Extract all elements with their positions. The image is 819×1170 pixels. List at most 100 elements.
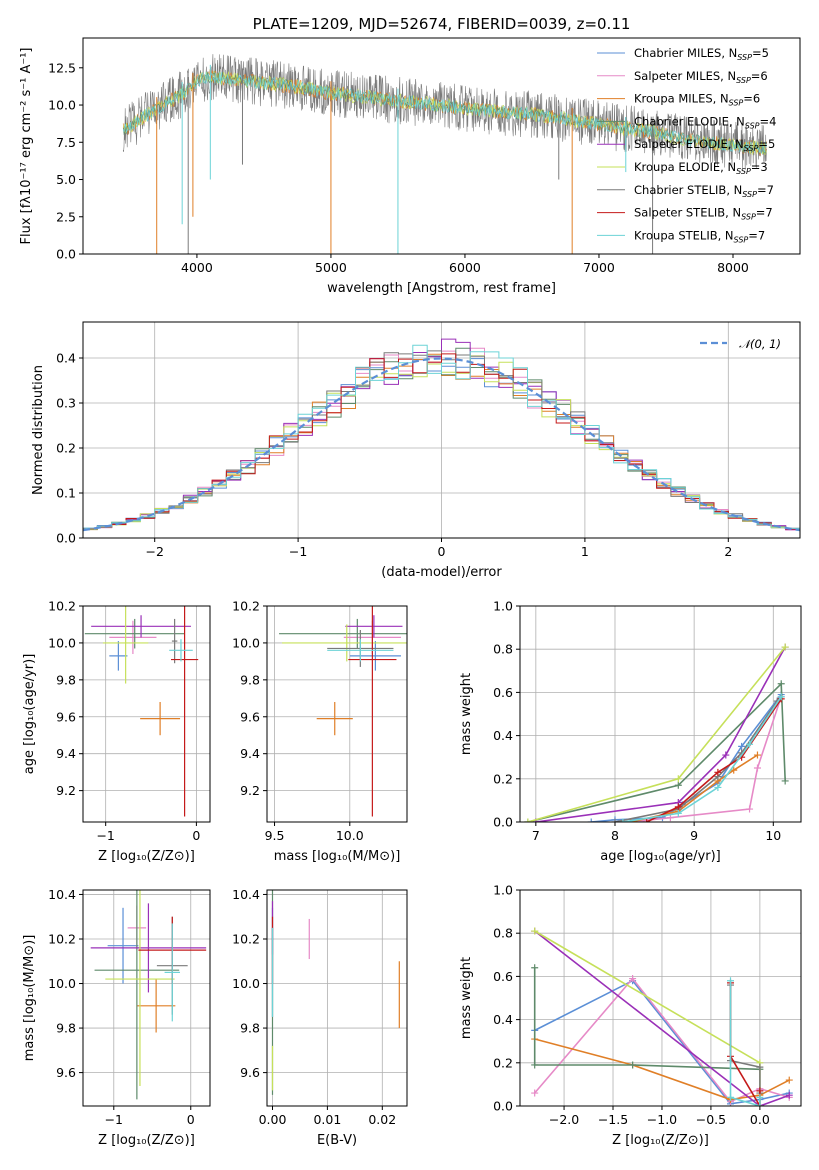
legend: Chabrier MILES, NSSP=5 Salpeter MILES, NS…: [597, 46, 776, 244]
panel-age_vs_z: −1 0 9.2 9.4 9.6 9.8 10.0 10.2 Z [log₁₀(Z/Z⊙)] ag…: [22, 599, 211, 864]
x-tick-label: −2.0: [549, 1112, 579, 1127]
legend-label-chabrier_stelib: Chabrier STELIB, NSSP=7: [634, 183, 774, 199]
legend-label-chabrier_elodie: Chabrier ELODIE, NSSP=4: [634, 114, 776, 130]
legend-label-text: Salpeter ELODIE, N: [634, 137, 744, 151]
legend-label-tail: =6: [751, 69, 768, 83]
x-axis-label: Z [log₁₀(Z/Z⊙)]: [98, 849, 195, 864]
legend-label-kroupa_miles: Kroupa MILES, NSSP=6: [634, 92, 760, 108]
y-tick-label: 10.2: [232, 599, 260, 614]
x-tick-label: 6000: [449, 260, 481, 275]
y-tick-label: 10.0: [232, 635, 260, 650]
legend-label-sub: SSP: [729, 99, 744, 108]
x-axis-label: wavelength [Angstrom, rest frame]: [327, 281, 556, 296]
weight-marker-chabrier_stelib: [611, 818, 619, 822]
legend-label-text: Salpeter STELIB, N: [634, 206, 741, 220]
legend-label-text: Kroupa STELIB, N: [634, 228, 734, 242]
y-tick-label: 9.8: [240, 1021, 260, 1036]
legend-label-tail: =5: [752, 46, 769, 60]
axes-frame: [519, 605, 802, 823]
legend-label-sub: SSP: [736, 76, 751, 85]
y-tick-label: 10.0: [232, 976, 260, 991]
x-tick-label: 4000: [181, 260, 213, 275]
x-tick-label: 0.0: [750, 1112, 770, 1127]
weight-marker-chabrier_elodie: [531, 964, 539, 972]
panel-weight_vs_z: −2.0 −1.5 −1.0 −0.5 0.0 0.0 0.2 0.4 0.6 0.8 1.0 Z […: [459, 883, 802, 1148]
y-axis-label: mass weight: [459, 673, 474, 755]
y-tick-label: 0.2: [493, 771, 513, 786]
y-tick-label: 0.2: [493, 1055, 513, 1070]
weight-marker-kroupa_stelib: [746, 740, 754, 748]
x-axis-label: age [log₁₀(age/yr)]: [600, 849, 721, 864]
y-tick-label: 0.6: [493, 969, 513, 984]
axes-frame: [82, 605, 211, 823]
y-tick-label: 1.0: [493, 883, 513, 898]
weight-marker-kroupa_stelib: [756, 1093, 764, 1101]
legend-label-tail: =4: [760, 114, 777, 128]
y-tick-label: 9.2: [56, 783, 76, 798]
legend-label-text: Kroupa ELODIE, N: [634, 160, 736, 174]
weight-marker-kroupa_stelib: [777, 693, 785, 701]
weight-marker-salpeter_miles: [629, 975, 637, 983]
weight-marker-salpeter_elodie: [785, 1091, 793, 1099]
weight-marker-salpeter_miles: [531, 1089, 539, 1097]
x-tick-label: 8: [611, 828, 619, 843]
y-tick-label: 0.4: [56, 351, 76, 366]
weight-marker-kroupa_stelib: [727, 977, 735, 985]
panel-weight_vs_age: 7 8 9 10 0.0 0.2 0.4 0.6 0.8 1.0 age [log₁₀(age/yr…: [459, 599, 802, 864]
weight-marker-chabrier_elodie: [777, 680, 785, 688]
plot-area-age_vs_mass: [267, 606, 407, 822]
weight-line-salpeter_elodie: [534, 930, 790, 1106]
axes-frame: [82, 889, 211, 1107]
x-tick-label: 7: [532, 828, 540, 843]
legend-label-salpeter_elodie: Salpeter ELODIE, NSSP=5: [634, 137, 775, 153]
weight-marker-kroupa_stelib: [727, 1093, 735, 1101]
y-axis-label: age [log₁₀(age/yr)]: [22, 654, 37, 775]
weight-marker-salpeter_miles: [746, 805, 754, 813]
legend-label-chabrier_miles: Chabrier MILES, NSSP=5: [634, 46, 769, 62]
weight-line-kroupa_stelib: [622, 696, 782, 822]
y-tick-label: 10.4: [232, 887, 260, 902]
weight-marker-chabrier_miles: [738, 742, 746, 750]
y-tick-label: 9.2: [240, 783, 260, 798]
weight-marker-chabrier_elodie: [531, 1061, 539, 1069]
legend-label-sub: SSP: [741, 213, 756, 222]
weight-marker-kroupa_elodie: [531, 927, 539, 935]
weight-line-chabrier_stelib: [614, 700, 778, 822]
y-tick-label: 10.2: [48, 931, 76, 946]
x-tick-label: 0.01: [313, 1112, 341, 1127]
y-axis-label: mass weight: [459, 957, 474, 1039]
y-axis-label: mass [log₁₀(M/M⊙)]: [22, 935, 37, 1062]
legend-label-sub: SSP: [744, 144, 759, 153]
weight-marker-salpeter_stelib: [756, 1087, 764, 1095]
y-tick-label: 9.6: [240, 709, 260, 724]
panel-spectrum: 4000 5000 6000 7000 8000 0.0 2.5 5.0 7.5 10.0 12.5…: [19, 15, 801, 296]
y-tick-label: 10.0: [48, 98, 76, 113]
y-axis-label: Normed distribution: [31, 365, 46, 495]
legend-label-text: Kroupa MILES, N: [634, 92, 729, 106]
weight-marker-kroupa_elodie: [674, 775, 682, 783]
weight-marker-kroupa_elodie: [524, 818, 532, 822]
weight-marker-chabrier_elodie: [674, 781, 682, 789]
x-tick-label: 0.02: [368, 1112, 396, 1127]
legend-label-kroupa_stelib: Kroupa STELIB, NSSP=7: [634, 228, 765, 244]
y-tick-label: 9.6: [56, 1065, 76, 1080]
x-axis-label: mass [log₁₀(M/M⊙)]: [274, 849, 401, 864]
legend-label-sub: SSP: [734, 235, 749, 244]
weight-line-kroupa_stelib: [729, 980, 761, 1106]
y-tick-label: 9.8: [56, 672, 76, 687]
y-tick-label: 0.4: [493, 728, 513, 743]
legend-label-text: Chabrier STELIB, N: [634, 183, 742, 197]
weight-marker-chabrier_elodie: [781, 777, 789, 785]
x-tick-label: 0: [187, 1112, 195, 1127]
x-tick-label: 10.0: [336, 828, 364, 843]
y-tick-label: 1.0: [493, 599, 513, 614]
y-axis-label: Flux [fλ10⁻¹⁷ erg cm⁻² s⁻¹ A⁻¹]: [19, 48, 34, 245]
y-tick-label: 10.2: [48, 599, 76, 614]
legend-label-sub: SSP: [737, 53, 752, 62]
x-tick-label: 8000: [717, 260, 749, 275]
legend-label-salpeter_miles: Salpeter MILES, NSSP=6: [634, 69, 768, 85]
y-tick-label: 0.3: [56, 396, 76, 411]
spectrum-line-kroupa_stelib: [122, 71, 767, 154]
panel-age_vs_mass: 9.5 10.0 9.2 9.4 9.6 9.8 10.0 10.2 mass [log₁₀(M…: [232, 599, 408, 864]
